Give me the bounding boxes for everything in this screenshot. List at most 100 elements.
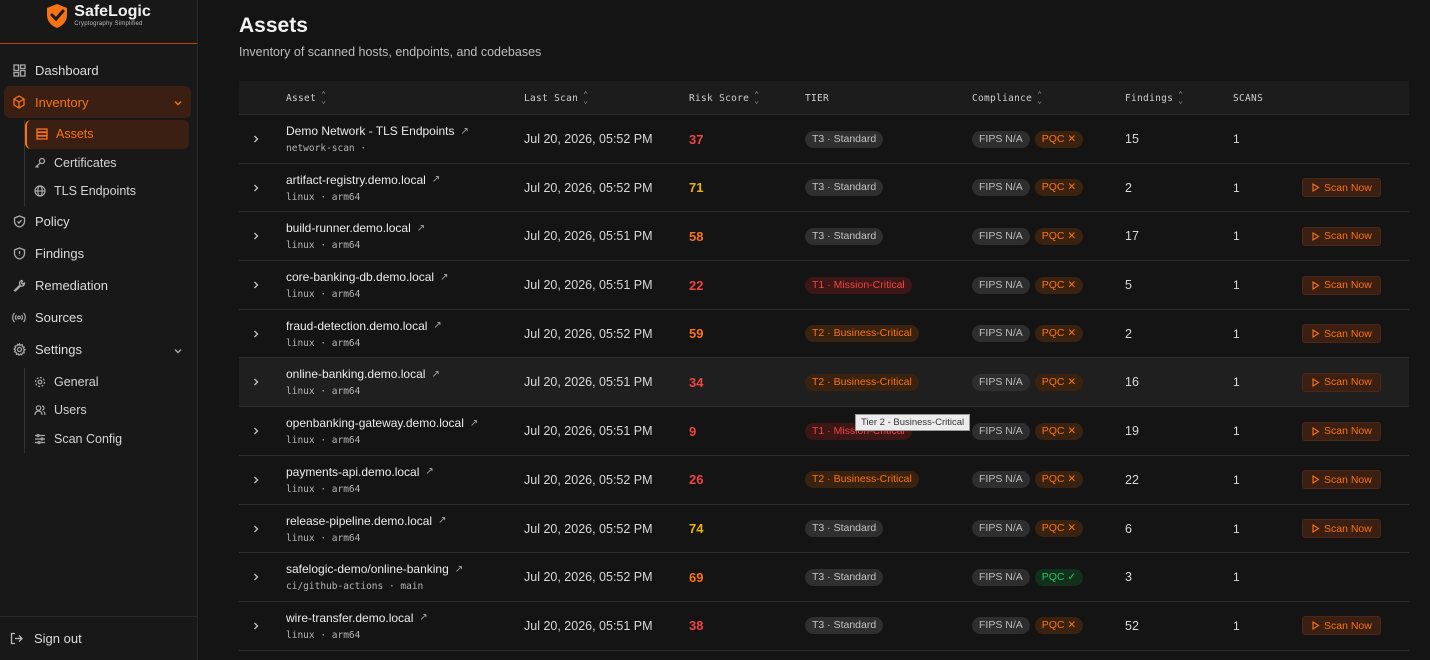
tier-badge[interactable]: T2 · Business-Critical xyxy=(805,471,919,489)
compliance-cell: FIPS N/A PQC ✕ xyxy=(972,212,1084,260)
table-row[interactable]: core-banking-db.demo.local ↗ linux · arm… xyxy=(239,261,1409,310)
scan-now-button[interactable]: Scan Now xyxy=(1302,178,1381,198)
asset-link[interactable]: release-pipeline.demo.local ↗ xyxy=(286,514,446,528)
risk-score: 69 xyxy=(689,569,704,585)
sidebar-item-dashboard[interactable]: Dashboard xyxy=(0,54,197,86)
asset-cell: online-banking.demo.local ↗ linux · arm6… xyxy=(286,358,440,406)
asset-link[interactable]: Demo Network - TLS Endpoints ↗ xyxy=(286,124,469,138)
sidebar-item-label: Assets xyxy=(56,127,94,142)
expand-row-button[interactable] xyxy=(251,358,261,406)
table-row[interactable]: artifact-registry.demo.local ↗ linux · a… xyxy=(239,164,1409,213)
scan-now-button[interactable]: Scan Now xyxy=(1302,226,1381,246)
asset-meta: linux · arm64 xyxy=(286,337,361,349)
asset-link[interactable]: online-banking.demo.local ↗ xyxy=(286,367,440,381)
expand-row-button[interactable] xyxy=(251,456,261,504)
tier-badge[interactable]: T3 · Standard xyxy=(805,130,884,148)
column-header-findings[interactable]: Findings ⌃ ⌄ xyxy=(1125,90,1184,105)
asset-link[interactable]: artifact-registry.demo.local ↗ xyxy=(286,173,440,187)
expand-row-button[interactable] xyxy=(251,505,261,553)
expand-row-button[interactable] xyxy=(251,115,261,163)
external-link-icon[interactable]: ↗ xyxy=(433,320,442,332)
external-link-icon[interactable]: ↗ xyxy=(419,612,428,624)
asset-link[interactable]: wire-transfer.demo.local ↗ xyxy=(286,611,428,625)
sidebar-item-inventory[interactable]: Inventory xyxy=(4,86,191,118)
gear-icon xyxy=(12,343,26,357)
expand-row-button[interactable] xyxy=(251,602,261,650)
external-link-icon[interactable]: ↗ xyxy=(454,563,464,575)
scan-now-button[interactable]: Scan Now xyxy=(1302,275,1381,295)
table-row[interactable]: payments-api.demo.local ↗ linux · arm64 … xyxy=(239,456,1409,505)
external-link-icon[interactable]: ↗ xyxy=(438,515,447,526)
sidebar-item-certificates[interactable]: Certificates xyxy=(25,149,189,178)
table-row[interactable]: release-pipeline.demo.local ↗ linux · ar… xyxy=(239,505,1409,554)
scan-now-button[interactable]: Scan Now xyxy=(1302,421,1381,441)
asset-meta: ci/github-actions · main xyxy=(286,581,424,593)
table-row[interactable]: openbanking-gateway.demo.local ↗ linux ·… xyxy=(239,407,1409,456)
chevron-down-icon xyxy=(173,96,183,111)
sidebar-item-scan-config[interactable]: Scan Config xyxy=(25,425,189,454)
sidebar-item-remediation[interactable]: Remediation xyxy=(0,270,197,302)
asset-link[interactable]: safelogic-demo/online-banking ↗ xyxy=(286,562,463,576)
scan-now-label: Scan Now xyxy=(1324,181,1372,194)
expand-row-button[interactable] xyxy=(251,212,261,260)
table-row[interactable]: online-banking.demo.local ↗ linux · arm6… xyxy=(239,358,1409,408)
tier-badge[interactable]: T3 · Standard xyxy=(805,617,884,635)
asset-link[interactable]: fraud-detection.demo.local ↗ xyxy=(286,319,442,333)
table-row[interactable]: fraud-detection.demo.local ↗ linux · arm… xyxy=(239,310,1409,359)
tier-badge[interactable]: T3 · Standard xyxy=(805,520,884,537)
tier-badge[interactable]: T2 · Business-Critical xyxy=(805,325,919,343)
sidebar-item-findings[interactable]: Findings xyxy=(0,238,197,270)
pqc-badge: PQC ✕ xyxy=(1034,276,1084,294)
asset-link[interactable]: build-runner.demo.local ↗ xyxy=(286,221,425,235)
expand-row-button[interactable] xyxy=(251,553,261,601)
sign-out-button[interactable]: Sign out xyxy=(0,616,197,660)
external-link-icon[interactable]: ↗ xyxy=(431,368,440,380)
column-header-risk-score[interactable]: Risk Score ⌃ ⌄ xyxy=(689,90,760,105)
brand-name: SafeLogic xyxy=(74,3,151,20)
external-link-icon[interactable]: ↗ xyxy=(469,417,479,429)
pqc-badge: PQC ✕ xyxy=(1034,471,1084,489)
table-row[interactable]: Demo Network - TLS Endpoints ↗ network-s… xyxy=(239,115,1409,164)
external-link-icon[interactable]: ↗ xyxy=(460,125,469,137)
expand-row-button[interactable] xyxy=(251,407,261,455)
table-row[interactable]: safelogic-demo/online-banking ↗ ci/githu… xyxy=(239,553,1409,602)
column-header-compliance[interactable]: Compliance ⌃ ⌄ xyxy=(972,90,1043,105)
expand-row-button[interactable] xyxy=(251,164,261,212)
external-link-icon[interactable]: ↗ xyxy=(431,174,441,186)
external-link-icon[interactable]: ↗ xyxy=(425,466,434,478)
column-header-asset[interactable]: Asset ⌃ ⌄ xyxy=(286,90,327,105)
sidebar-item-tls-endpoints[interactable]: TLS Endpoints xyxy=(25,177,189,206)
asset-link[interactable]: core-banking-db.demo.local ↗ xyxy=(286,270,448,284)
sidebar-item-sources[interactable]: Sources xyxy=(0,302,197,334)
tier-badge[interactable]: T3 · Standard xyxy=(805,568,884,586)
expand-row-button[interactable] xyxy=(251,261,261,309)
asset-link[interactable]: payments-api.demo.local ↗ xyxy=(286,465,434,479)
table-row[interactable]: build-runner.demo.local ↗ linux · arm64 … xyxy=(239,212,1409,262)
sidebar-item-policy[interactable]: Policy xyxy=(0,206,197,238)
scan-now-button[interactable]: Scan Now xyxy=(1302,616,1381,636)
scans-count: 1 xyxy=(1233,424,1240,439)
scan-now-button[interactable]: Scan Now xyxy=(1302,470,1381,490)
scan-now-button[interactable]: Scan Now xyxy=(1302,519,1381,538)
risk-score: 9 xyxy=(689,423,697,439)
sidebar-item-general[interactable]: General xyxy=(25,368,189,397)
scan-now-cell: Scan Now xyxy=(1302,212,1381,260)
scan-now-button[interactable]: Scan Now xyxy=(1302,372,1381,392)
asset-link[interactable]: openbanking-gateway.demo.local ↗ xyxy=(286,416,478,430)
compliance-cell: FIPS N/A PQC ✕ xyxy=(972,456,1084,504)
tier-badge[interactable]: T3 · Standard xyxy=(805,179,884,197)
tier-badge[interactable]: T3 · Standard xyxy=(805,227,884,245)
column-header-last-scan[interactable]: Last Scan ⌃ ⌄ xyxy=(524,90,589,105)
sidebar-item-assets[interactable]: Assets xyxy=(25,120,189,149)
external-link-icon[interactable]: ↗ xyxy=(416,222,426,234)
sidebar-item-settings[interactable]: Settings xyxy=(0,334,197,366)
asset-meta: linux · arm64 xyxy=(286,532,361,544)
table-row[interactable]: wire-transfer.demo.local ↗ linux · arm64… xyxy=(239,602,1409,651)
tier-badge[interactable]: T2 · Business-Critical xyxy=(805,373,919,391)
external-link-icon[interactable]: ↗ xyxy=(440,271,449,283)
sidebar-item-users[interactable]: Users xyxy=(25,396,189,425)
logo[interactable]: SafeLogic Cryptography Simplified xyxy=(0,0,197,44)
expand-row-button[interactable] xyxy=(251,310,261,358)
scan-now-button[interactable]: Scan Now xyxy=(1302,324,1381,344)
tier-badge[interactable]: T1 · Mission-Critical xyxy=(805,276,912,294)
